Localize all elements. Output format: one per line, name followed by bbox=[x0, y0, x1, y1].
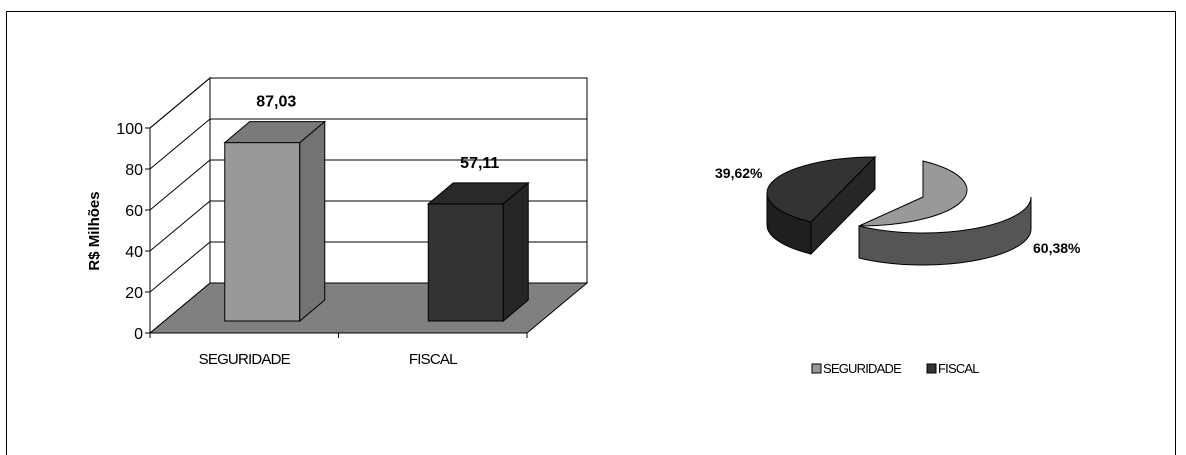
y-tick-label: 20 bbox=[125, 285, 143, 302]
legend-swatch-fiscal bbox=[926, 363, 937, 374]
bar-chart: 0 20 40 60 80 100 87,03 57,11 SEGURIDADE FISCAL… bbox=[86, 76, 589, 368]
bar-top-fiscal bbox=[426, 182, 530, 205]
bar-data-label-fiscal: 57,11 bbox=[460, 155, 499, 172]
pie-slice-seguridade bbox=[858, 160, 968, 227]
legend-swatch-seguridade bbox=[811, 363, 822, 374]
gridline-side bbox=[149, 241, 211, 293]
pie-label-fiscal: 39,62% bbox=[715, 165, 763, 181]
y-tick-label: 100 bbox=[116, 121, 143, 138]
bars: 87,03 57,11 bbox=[223, 94, 530, 323]
y-ticks: 0 20 40 60 80 100 bbox=[116, 121, 150, 343]
y-tick-label: 60 bbox=[125, 203, 143, 220]
pie-slice-fiscal bbox=[766, 156, 877, 223]
bar-data-label-seguridade: 87,03 bbox=[256, 94, 296, 111]
gridline-side bbox=[149, 77, 211, 129]
bar-side-fiscal bbox=[502, 181, 529, 323]
y-axis-title: R$ Milhões bbox=[86, 191, 103, 270]
bar-top-seguridade bbox=[223, 121, 327, 144]
bar-side-seguridade bbox=[299, 120, 326, 323]
gridline-side bbox=[149, 118, 211, 170]
legend-label-fiscal: FISCAL bbox=[938, 361, 979, 376]
y-tick-label: 80 bbox=[125, 162, 143, 179]
pie-slice-seguridade-side bbox=[858, 196, 1032, 266]
bar-front-fiscal bbox=[427, 203, 504, 322]
gridline-side bbox=[149, 159, 211, 211]
gridline-side bbox=[149, 200, 211, 252]
pie-chart: 60,38% 39,62% SEGURIDADE FISCAL bbox=[715, 155, 1081, 376]
x-category-label-seguridade: SEGURIDADE bbox=[199, 351, 291, 368]
x-category-label-fiscal: FISCAL bbox=[409, 351, 457, 368]
pie-legend: SEGURIDADE FISCAL bbox=[811, 361, 980, 376]
pie-label-seguridade: 60,38% bbox=[1033, 240, 1081, 256]
y-tick-label: 0 bbox=[134, 326, 143, 343]
x-category-labels: SEGURIDADE FISCAL bbox=[149, 333, 528, 368]
y-tick-label: 40 bbox=[125, 244, 143, 261]
legend-label-seguridade: SEGURIDADE bbox=[823, 361, 902, 376]
bar-front-seguridade bbox=[224, 142, 301, 322]
